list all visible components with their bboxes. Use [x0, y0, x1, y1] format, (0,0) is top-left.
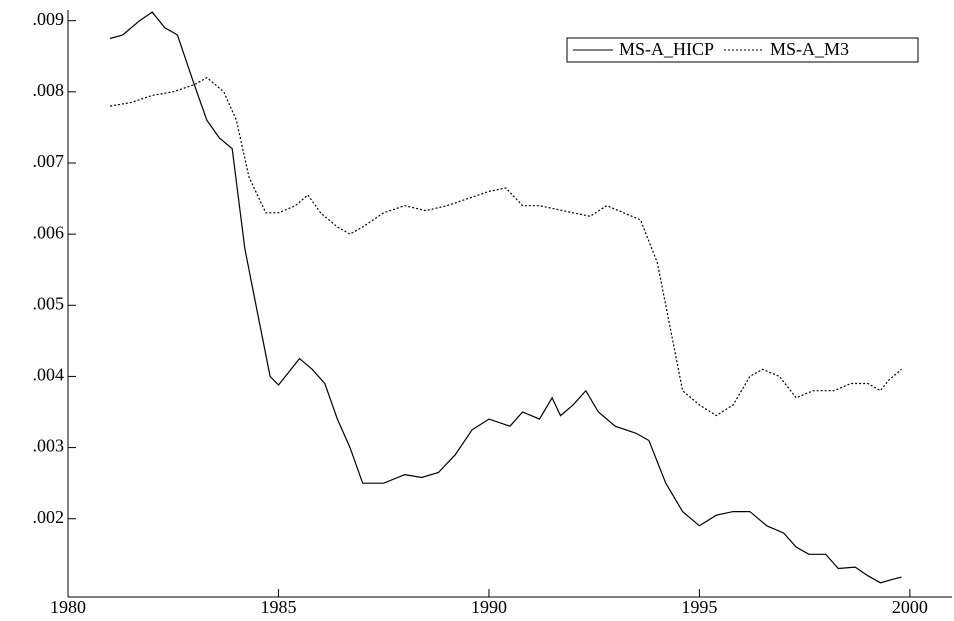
x-tick-label: 1980: [50, 597, 86, 617]
x-tick-label: 2000: [892, 597, 928, 617]
y-tick-label: .006: [33, 222, 65, 242]
y-tick-label: .008: [33, 80, 65, 100]
x-tick-label: 1995: [681, 597, 717, 617]
legend-label: MS-A_HICP: [619, 39, 714, 59]
y-tick-label: .009: [33, 9, 65, 29]
y-tick-label: .007: [33, 151, 65, 171]
legend-label: MS-A_M3: [770, 39, 849, 59]
series-line: [109, 11, 902, 584]
y-tick-label: .002: [33, 507, 65, 527]
series-line: [109, 76, 902, 417]
x-tick-label: 1985: [260, 597, 296, 617]
y-tick-label: .004: [33, 365, 65, 385]
x-tick-label: 1990: [471, 597, 507, 617]
legend-box: [566, 37, 919, 63]
y-tick-label: .003: [33, 436, 65, 456]
y-tick-label: .005: [33, 293, 65, 313]
